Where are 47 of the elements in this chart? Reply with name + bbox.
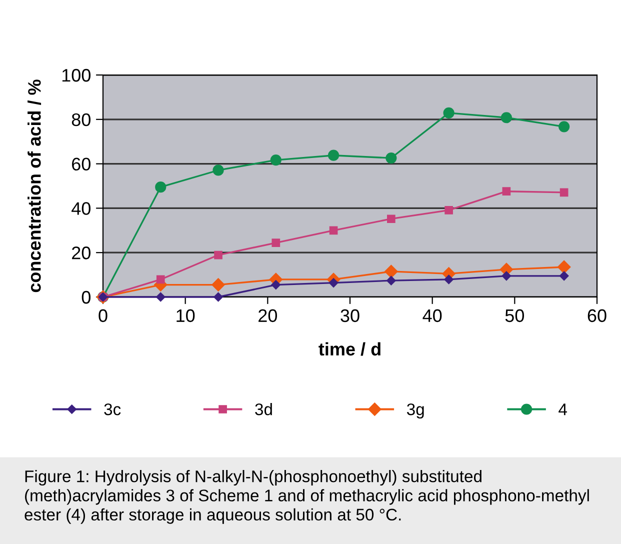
- point: [444, 274, 454, 284]
- point: [386, 276, 396, 286]
- y-tick-label: 0: [82, 290, 90, 304]
- y-tick-label: 20: [72, 246, 90, 260]
- point: [500, 112, 512, 124]
- point: [272, 238, 280, 247]
- legend-label: 3g: [406, 403, 424, 419]
- point: [156, 292, 166, 302]
- x-tick-label: 10: [176, 309, 195, 322]
- caption: Figure 1: Hydrolysis of N-alkyl-N-(phosphonoethyl) substituted (meth)acrylamides 3 of Scheme 1 and of methacrylic acid phosphono-methyl ester (4) after storage in aqueous solution at 50 °C.: [24, 470, 589, 524]
- point: [559, 271, 569, 281]
- point: [384, 264, 398, 278]
- y-axis-title: concentration of acid / %: [28, 80, 42, 292]
- point: [214, 250, 222, 260]
- point: [270, 154, 282, 166]
- point: [557, 260, 571, 274]
- point: [387, 214, 396, 224]
- x-tick-label: 30: [340, 309, 360, 322]
- legend-label: 4: [558, 404, 567, 416]
- legend-label: 3d: [255, 403, 272, 416]
- point: [212, 164, 224, 176]
- y-tick-label: 60: [72, 158, 90, 171]
- y-tick-label: 100: [62, 68, 90, 82]
- point: [156, 275, 165, 284]
- y-tick-label: 40: [72, 202, 90, 215]
- point: [214, 292, 223, 302]
- point: [443, 107, 454, 119]
- point: [386, 152, 397, 164]
- point: [328, 150, 340, 161]
- point: [329, 226, 338, 235]
- point: [560, 188, 568, 197]
- x-tick-label: 40: [422, 309, 442, 322]
- point: [502, 187, 511, 196]
- point: [502, 271, 512, 281]
- legend-label: 3c: [104, 403, 121, 416]
- point: [155, 182, 166, 193]
- point: [212, 278, 225, 292]
- x-axis-title: time / d: [318, 342, 380, 356]
- x-tick-label: 0: [98, 309, 108, 322]
- x-tick-label: 20: [258, 309, 278, 322]
- x-tick-label: 50: [505, 309, 524, 322]
- point: [271, 280, 281, 290]
- point: [328, 278, 338, 288]
- point: [558, 121, 570, 132]
- point: [444, 206, 453, 214]
- y-tick-label: 80: [72, 113, 90, 126]
- x-tick-label: 60: [588, 309, 606, 322]
